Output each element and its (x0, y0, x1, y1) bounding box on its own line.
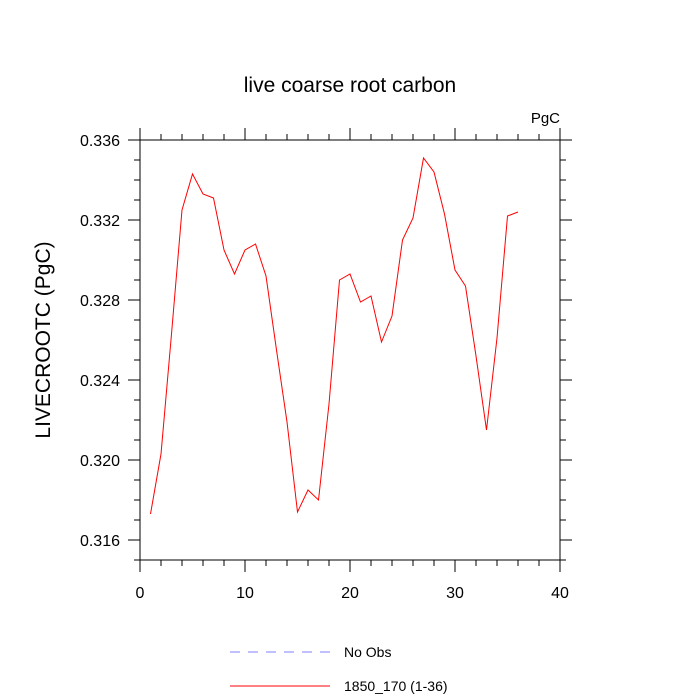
legend: No Obs 1850_170 (1-36) (230, 644, 448, 694)
series-layer (150, 156, 519, 515)
y-tick-label: 0.336 (80, 133, 120, 150)
x-tick-label: 40 (551, 585, 569, 602)
y-tick-label: 0.332 (80, 213, 120, 230)
y-tick-label: 0.320 (80, 453, 120, 470)
x-tick-label: 30 (446, 585, 464, 602)
units-label: PgC (531, 110, 560, 127)
y-axis-label: LIVECROOTC (PgC) (32, 241, 55, 438)
legend-label: 1850_170 (1-36) (344, 678, 448, 694)
axis-ticks (128, 128, 572, 572)
plot-frame (139, 139, 561, 561)
y-tick-label: 0.316 (80, 533, 120, 550)
x-tick-label: 10 (236, 585, 254, 602)
y-tick-label: 0.324 (80, 373, 120, 390)
chart-title: live coarse root carbon (244, 74, 456, 97)
legend-label: No Obs (344, 644, 391, 660)
series-line (150, 156, 519, 515)
y-tick-label: 0.328 (80, 293, 120, 310)
x-tick-label: 20 (341, 585, 359, 602)
axis-tick-labels: 0 10 20 30 40 0.316 0.320 0.324 0.328 0.332 0.336 (80, 133, 569, 602)
x-tick-label: 0 (136, 585, 145, 602)
